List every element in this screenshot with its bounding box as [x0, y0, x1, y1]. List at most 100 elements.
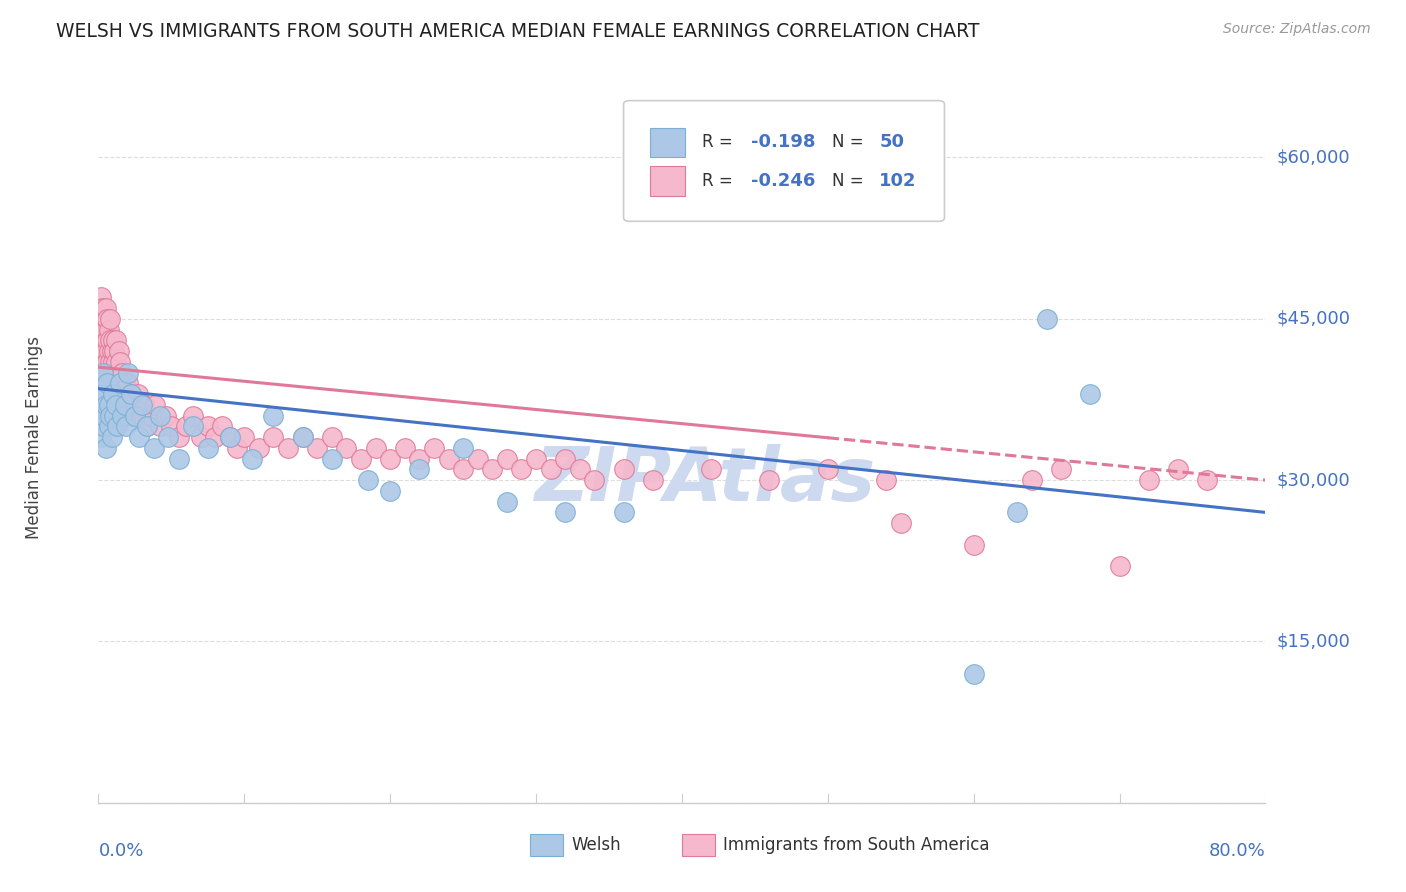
- Point: [100, 344, 122, 359]
- Text: 102: 102: [879, 172, 917, 190]
- Point: [94, 322, 117, 336]
- Point: [262, 409, 284, 423]
- Point: [93, 387, 115, 401]
- Point: [111, 409, 134, 423]
- Text: 80.0%: 80.0%: [1209, 842, 1265, 860]
- Point: [451, 441, 474, 455]
- Point: [93, 333, 115, 347]
- Point: [91, 419, 114, 434]
- Point: [149, 409, 172, 423]
- Point: [408, 462, 430, 476]
- Point: [91, 344, 114, 359]
- Bar: [651, 167, 685, 195]
- Text: -0.198: -0.198: [751, 133, 815, 152]
- Text: $45,000: $45,000: [1277, 310, 1351, 327]
- Point: [167, 430, 190, 444]
- Point: [97, 398, 120, 412]
- Point: [94, 398, 117, 412]
- Point: [155, 409, 177, 423]
- Point: [124, 409, 146, 423]
- Point: [90, 409, 112, 423]
- Point: [451, 462, 474, 476]
- Point: [90, 311, 112, 326]
- Point: [91, 366, 114, 380]
- Point: [100, 366, 122, 380]
- Text: WELSH VS IMMIGRANTS FROM SOUTH AMERICA MEDIAN FEMALE EARNINGS CORRELATION CHART: WELSH VS IMMIGRANTS FROM SOUTH AMERICA M…: [56, 22, 980, 41]
- Point: [129, 409, 152, 423]
- Point: [115, 419, 138, 434]
- Point: [90, 333, 112, 347]
- Text: -0.246: -0.246: [751, 172, 815, 190]
- Point: [700, 462, 723, 476]
- Text: $30,000: $30,000: [1277, 471, 1350, 489]
- Point: [218, 430, 240, 444]
- Point: [98, 311, 121, 326]
- Point: [127, 387, 149, 401]
- Point: [321, 451, 343, 466]
- Point: [524, 451, 547, 466]
- Point: [101, 333, 124, 347]
- Point: [160, 419, 183, 434]
- Text: Source: ZipAtlas.com: Source: ZipAtlas.com: [1223, 22, 1371, 37]
- Point: [218, 430, 240, 444]
- Point: [875, 473, 897, 487]
- Point: [240, 451, 263, 466]
- Point: [93, 355, 115, 369]
- Point: [408, 451, 430, 466]
- Point: [226, 441, 249, 455]
- Point: [114, 398, 136, 412]
- Point: [94, 441, 117, 455]
- Text: N =: N =: [832, 172, 869, 190]
- Point: [174, 419, 197, 434]
- Point: [890, 516, 912, 530]
- Point: [568, 462, 591, 476]
- Point: [612, 462, 634, 476]
- Point: [98, 355, 121, 369]
- Point: [117, 376, 139, 391]
- Point: [96, 333, 118, 347]
- Point: [135, 419, 157, 434]
- Point: [110, 355, 132, 369]
- Point: [1007, 505, 1029, 519]
- Point: [157, 430, 180, 444]
- Point: [291, 430, 314, 444]
- Point: [117, 366, 139, 380]
- Point: [1050, 462, 1073, 476]
- Point: [197, 441, 219, 455]
- Point: [181, 419, 204, 434]
- Text: R =: R =: [702, 133, 738, 152]
- Point: [496, 494, 519, 508]
- Point: [350, 451, 373, 466]
- Point: [583, 473, 606, 487]
- Point: [233, 430, 256, 444]
- Point: [204, 430, 226, 444]
- Point: [110, 376, 132, 391]
- Point: [104, 398, 127, 412]
- Point: [120, 387, 142, 401]
- Point: [90, 290, 112, 304]
- Bar: [682, 834, 714, 856]
- Point: [131, 398, 153, 412]
- Point: [262, 430, 284, 444]
- Text: Median Female Earnings: Median Female Earnings: [25, 335, 44, 539]
- Text: $60,000: $60,000: [1277, 148, 1350, 167]
- Point: [103, 366, 125, 380]
- Point: [89, 322, 111, 336]
- Point: [423, 441, 446, 455]
- Point: [132, 398, 155, 412]
- Point: [124, 398, 146, 412]
- Point: [101, 387, 124, 401]
- Point: [335, 441, 357, 455]
- Point: [96, 376, 118, 391]
- Point: [97, 419, 120, 434]
- Point: [118, 398, 141, 412]
- Point: [101, 355, 124, 369]
- Point: [641, 473, 664, 487]
- Point: [108, 376, 131, 391]
- Point: [112, 387, 135, 401]
- Point: [437, 451, 460, 466]
- Text: ZIPAtlas: ZIPAtlas: [534, 444, 876, 517]
- Point: [97, 366, 120, 380]
- Point: [93, 409, 115, 423]
- Point: [394, 441, 416, 455]
